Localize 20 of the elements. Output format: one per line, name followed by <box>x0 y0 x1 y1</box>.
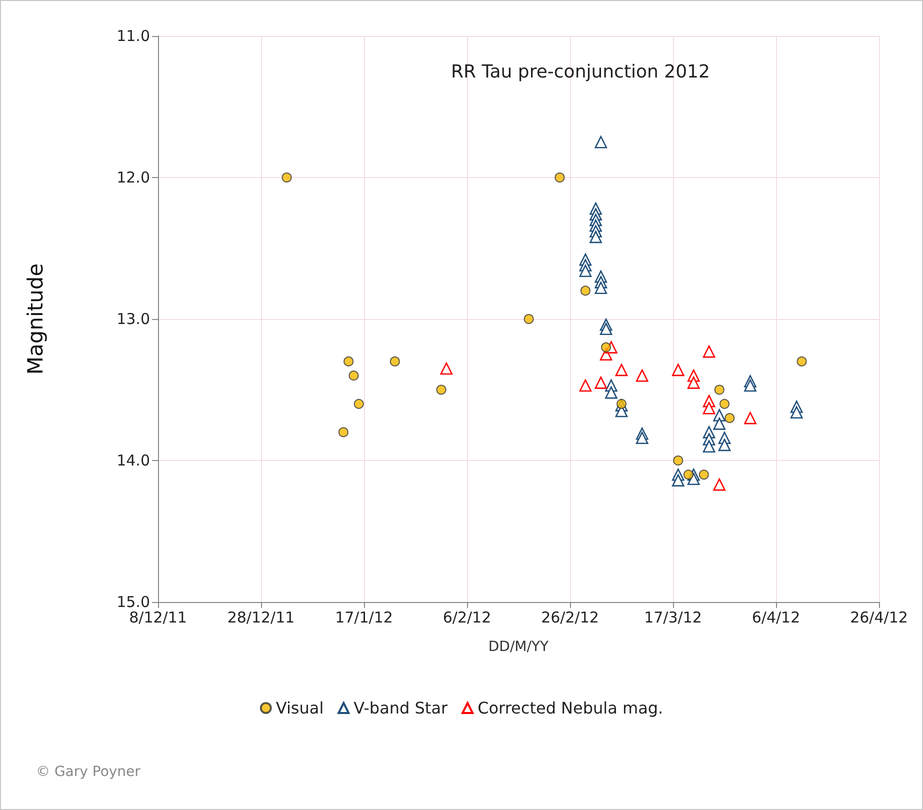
text: RR Tau pre-conjunction 2012 <box>451 62 710 82</box>
x-tick-label: 8/12/11 <box>129 608 187 626</box>
legend-label: Corrected Nebula mag. <box>478 698 664 718</box>
y-tick-label: 13.0 <box>116 310 150 328</box>
y-tick-label: 12.0 <box>116 168 150 186</box>
x-tick-label: 6/4/12 <box>752 608 800 626</box>
legend-label: Visual <box>276 698 324 718</box>
x-axis-title: DD/M/YY <box>488 639 550 655</box>
x-tick-label: 6/2/12 <box>442 608 492 626</box>
x-tick-label: 17/1/12 <box>335 608 393 626</box>
y-tick-label: 14.0 <box>116 452 150 470</box>
y-tick-label: 15.0 <box>116 593 150 611</box>
x-tick-label: 28/12/11 <box>227 608 295 626</box>
x-tick-label: 17/3/12 <box>644 608 702 626</box>
y-axis-title: Magnitude <box>24 263 48 375</box>
legend-label: V-band Star <box>354 698 448 718</box>
y-tick-label: 11.0 <box>116 27 150 45</box>
text: © Gary Poyner <box>36 764 140 780</box>
x-tick-label: 26/4/12 <box>850 608 908 626</box>
x-tick-label: 26/2/12 <box>541 608 599 626</box>
